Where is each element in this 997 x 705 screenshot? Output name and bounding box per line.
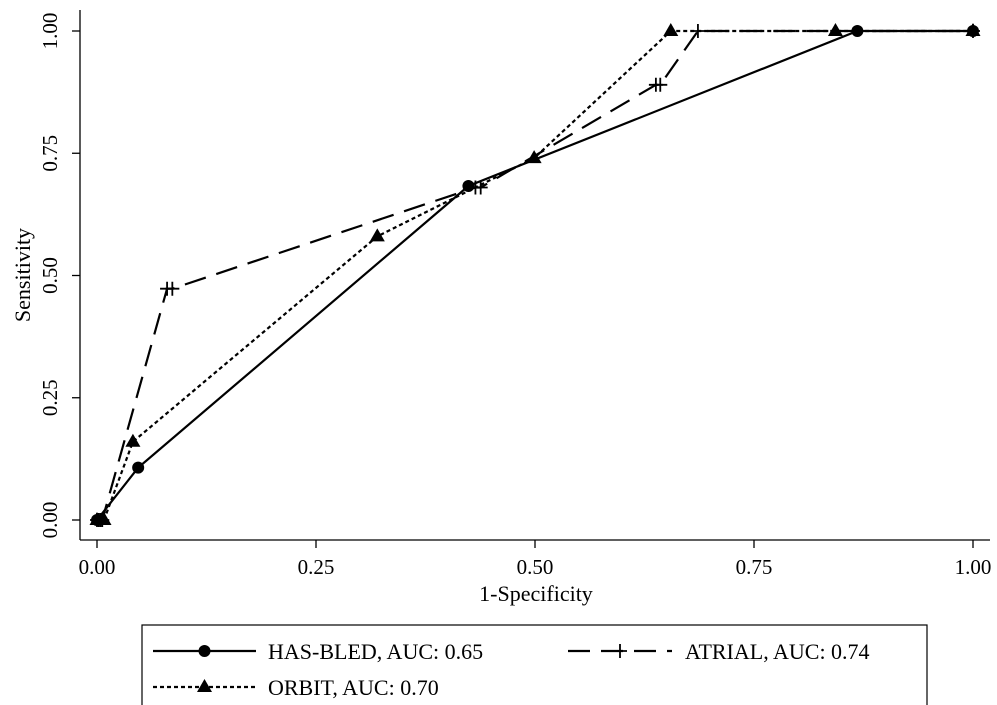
data-point <box>125 433 141 447</box>
data-point <box>132 461 145 474</box>
series-line <box>97 29 973 522</box>
legend-label: ATRIAL, AUC: 0.74 <box>685 639 870 664</box>
legend-item: ATRIAL, AUC: 0.74 <box>568 639 870 664</box>
data-point <box>827 23 843 36</box>
series-circle <box>91 25 979 526</box>
data-point <box>96 512 112 525</box>
y-tick-label: 0.50 <box>38 257 62 294</box>
legend-marker <box>613 644 627 658</box>
legend: HAS-BLED, AUC: 0.65 ATRIAL, AUC: 0.74 ORBI… <box>141 624 928 705</box>
legend-marker <box>198 645 211 657</box>
series-line <box>96 29 973 521</box>
data-point <box>369 228 385 242</box>
legend-item: ORBIT, AUC: 0.70 <box>153 675 439 700</box>
data-point <box>526 150 542 164</box>
series-plus <box>90 24 980 527</box>
y-axis-title: Sensitivity <box>10 228 35 322</box>
y-tick-label: 0.25 <box>38 379 62 416</box>
x-tick-label: 0.25 <box>298 555 335 579</box>
y-tick-label: 0.00 <box>38 502 62 539</box>
legend-item: HAS-BLED, AUC: 0.65 <box>153 639 483 664</box>
data-point <box>653 77 668 92</box>
series-line <box>97 29 973 522</box>
series-triangle <box>89 23 981 525</box>
x-tick-label: 1.00 <box>955 555 992 579</box>
y-tick-label: 1.00 <box>38 13 62 50</box>
x-tick-label: 0.50 <box>517 555 554 579</box>
data-point <box>165 281 180 296</box>
legend-label: ORBIT, AUC: 0.70 <box>268 675 439 700</box>
data-point <box>663 23 679 36</box>
legend-label: HAS-BLED, AUC: 0.65 <box>268 639 483 664</box>
x-tick-label: 0.75 <box>736 555 773 579</box>
x-axis-title: 1-Specificity <box>479 581 593 606</box>
series-layer <box>89 23 981 527</box>
y-tick-label: 0.75 <box>38 135 62 172</box>
axes: 0.00 0.25 0.50 0.75 1.00 0.00 0.25 0.50 0.75 1.00 <box>38 10 991 579</box>
legend-marker <box>197 679 212 692</box>
x-tick-label: 0.00 <box>79 555 116 579</box>
data-point <box>965 23 981 36</box>
legend-box <box>141 624 928 705</box>
